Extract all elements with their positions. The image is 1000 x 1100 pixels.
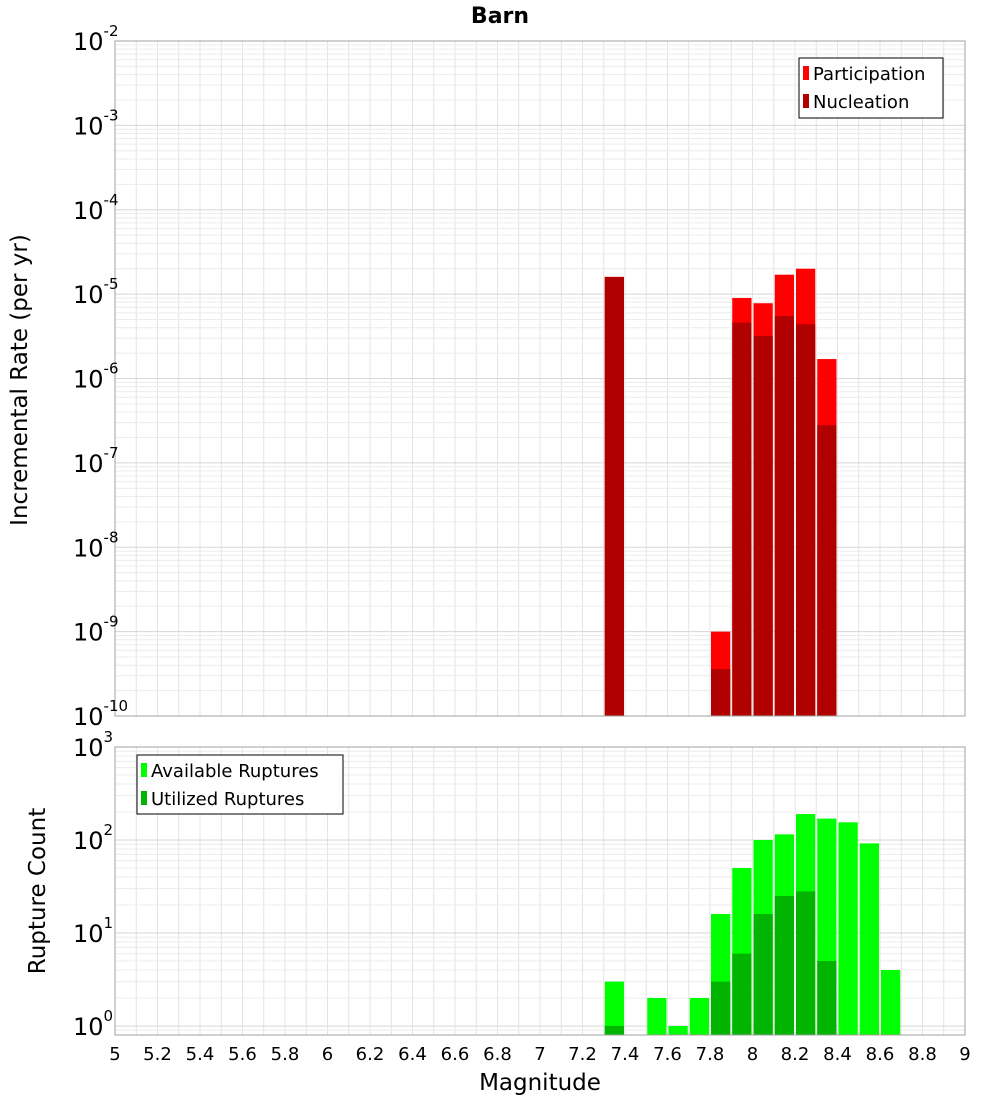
bottom-bar-utilized-ruptures (732, 953, 752, 1035)
bottom-bar-available-ruptures (647, 997, 667, 1035)
x-tick-label: 6.2 (356, 1044, 385, 1065)
top-bar-nucleation (732, 322, 752, 716)
top-plot-frame (114, 40, 966, 717)
bottom-bar-available-ruptures (689, 997, 709, 1035)
x-tick-label: 8.8 (908, 1044, 937, 1065)
x-tick-label: 7.2 (568, 1044, 597, 1065)
top-bar-nucleation (774, 316, 794, 716)
top-bar-nucleation (796, 324, 816, 716)
x-tick-label: 6.8 (483, 1044, 512, 1065)
x-tick-label: 6 (322, 1044, 333, 1065)
top-legend-box (798, 57, 944, 119)
legend-swatch-utilized (141, 791, 147, 805)
bottom-bar-utilized-ruptures (604, 1025, 624, 1035)
top-y-tick-label: 10-4 (73, 191, 119, 225)
top-legend: Participation Nucleation (798, 57, 944, 119)
bottom-y-tick-label: 102 (73, 821, 113, 855)
legend-label-utilized: Utilized Ruptures (151, 789, 304, 810)
x-tick-label: 5 (109, 1044, 120, 1065)
top-bars (604, 268, 837, 716)
x-tick-labels: 5 5.2 5.4 5.6 5.8 6 6.2 6.4 6.6 6.8 7 7.2 7.4 7.6 7.8 8… (109, 1044, 970, 1065)
top-bar-nucleation (817, 425, 837, 716)
x-tick-label: 5.4 (186, 1044, 215, 1065)
bottom-bar-utilized-ruptures (796, 891, 816, 1035)
top-y-tick-label: 10-9 (73, 613, 119, 647)
legend-label-nucleation: Nucleation (813, 92, 909, 113)
bottom-y-tick-label: 103 (73, 728, 113, 762)
legend-label-available: Available Ruptures (151, 761, 319, 782)
legend-swatch-available (141, 763, 147, 777)
top-y-tick-label: 10-3 (73, 106, 119, 140)
legend-label-participation: Participation (813, 64, 925, 85)
top-y-tick-label: 10-2 (73, 22, 119, 56)
x-tick-label: 7 (534, 1044, 545, 1065)
top-y-axis-label: Incremental Rate (per yr) (7, 234, 33, 526)
bottom-y-axis-label: Rupture Count (25, 808, 51, 974)
x-tick-label: 6.4 (398, 1044, 427, 1065)
top-grid (115, 41, 965, 716)
x-tick-label: 5.6 (228, 1044, 257, 1065)
x-tick-label: 8.2 (781, 1044, 810, 1065)
x-axis-label: Magnitude (479, 1070, 601, 1096)
x-tick-label: 6.6 (441, 1044, 470, 1065)
legend-swatch-participation (803, 66, 809, 80)
x-tick-label: 7.8 (696, 1044, 725, 1065)
x-tick-label: 7.6 (653, 1044, 682, 1065)
bottom-bar-available-ruptures (859, 843, 879, 1035)
top-y-tick-label: 10-8 (73, 528, 119, 562)
x-tick-label: 5.8 (271, 1044, 300, 1065)
bottom-y-tick-label: 101 (73, 914, 113, 948)
x-tick-label: 9 (959, 1044, 970, 1065)
bottom-bars (604, 814, 901, 1035)
bottom-y-tick-labels: 103 102 101 100 (73, 728, 113, 1041)
top-bar-nucleation (753, 335, 773, 716)
x-tick-label: 5.2 (143, 1044, 172, 1065)
bottom-legend: Available Ruptures Utilized Ruptures (136, 754, 344, 815)
bottom-plot-frame (114, 746, 966, 1036)
top-y-tick-label: 10-7 (73, 444, 119, 478)
bottom-bar-available-ruptures (838, 822, 858, 1035)
top-y-tick-label: 10-10 (73, 697, 128, 731)
top-bar-nucleation (711, 669, 731, 716)
x-tick-label: 8 (747, 1044, 758, 1065)
bottom-bar-utilized-ruptures (817, 960, 837, 1035)
bottom-y-tick-label: 100 (73, 1007, 113, 1041)
bottom-bar-utilized-ruptures (711, 981, 731, 1035)
bottom-bar-available-ruptures (668, 1025, 688, 1035)
x-tick-label: 7.4 (611, 1044, 640, 1065)
top-y-tick-label: 10-5 (73, 275, 119, 309)
chart-title: Barn (471, 4, 529, 29)
bottom-legend-box (136, 754, 344, 815)
bottom-bar-utilized-ruptures (753, 914, 773, 1035)
bottom-bar-available-ruptures (604, 981, 624, 1035)
top-y-tick-labels: 10-2 10-3 10-4 10-5 10-6 10-7 10-8 10-9 10-10 (73, 22, 128, 731)
legend-swatch-nucleation (803, 94, 809, 108)
x-tick-label: 8.4 (823, 1044, 852, 1065)
bottom-bar-utilized-ruptures (774, 895, 794, 1035)
bottom-bar-available-ruptures (881, 969, 901, 1035)
x-tick-label: 8.6 (866, 1044, 895, 1065)
top-bar-nucleation (604, 276, 624, 716)
top-y-tick-label: 10-6 (73, 360, 119, 394)
